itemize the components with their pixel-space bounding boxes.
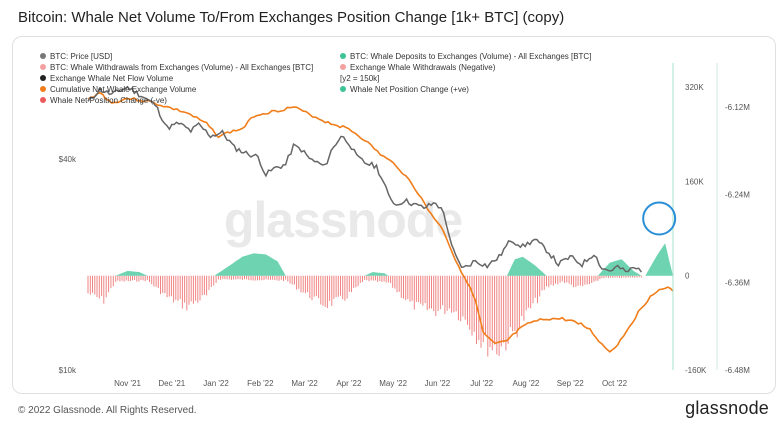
legend-right-item-3[interactable]: Whale Net Position Change (+ve) (340, 84, 591, 95)
legend-right-item-0[interactable]: BTC: Whale Deposits to Exchanges (Volume… (340, 51, 591, 62)
x-tick-label: Jul '22 (470, 379, 493, 388)
watermark: glassnode (224, 192, 462, 248)
y-right1-tick-label: 0 (685, 272, 690, 281)
legend-dot-icon (340, 63, 346, 70)
legend-left-item-2[interactable]: Exchange Whale Net Flow Volume (40, 73, 313, 84)
x-tick-label: Apr '22 (336, 379, 362, 388)
whale-net-position-change-positive-area (115, 243, 673, 276)
x-tick-label: May '22 (379, 379, 407, 388)
x-tick-label: Dec '21 (158, 379, 185, 388)
legend-dot-icon (340, 85, 346, 92)
legend-left-item-0[interactable]: BTC: Price [USD] (40, 51, 313, 62)
x-tick-label: Jun '22 (425, 379, 451, 388)
legend-label: Exchange Whale Net Flow Volume (50, 74, 174, 83)
x-tick-label: Oct '22 (602, 379, 628, 388)
y-right2-tick-label: -6.48M (725, 366, 750, 375)
chart-card: glassnode Nov '21 Dec '21 Jan '22 Feb '22 Ma… (12, 36, 776, 394)
legend-dot-icon (40, 63, 46, 70)
legend-right: BTC: Whale Deposits to Exchanges (Volume… (340, 51, 591, 95)
legend-right-item-1[interactable]: Exchange Whale Withdrawals (Negative) (340, 62, 591, 73)
legend-label: Whale Net Position Change (-ve) (50, 96, 167, 105)
y-right1-tick-label: 320K (685, 83, 704, 92)
legend-left: BTC: Price [USD] BTC: Whale Withdrawals f… (40, 51, 313, 106)
legend-dot-icon (40, 85, 46, 92)
legend-label: Cumulative Net Whale Exchange Volume (50, 85, 197, 94)
x-tick-label: Feb '22 (247, 379, 274, 388)
chart-title: Bitcoin: Whale Net Volume To/From Exchan… (18, 9, 565, 26)
legend-right-item-2[interactable]: [y2 = 150k] (340, 73, 591, 84)
legend-left-item-4[interactable]: Whale Net Position Change (-ve) (40, 95, 313, 106)
highlight-circle (642, 201, 677, 236)
legend-dot-icon (40, 74, 46, 81)
y-right2-tick-label: -6.12M (725, 103, 750, 112)
legend-label: Exchange Whale Withdrawals (Negative) (350, 63, 496, 72)
y-left-tick-label: $10k (59, 366, 77, 375)
copyright-text: © 2022 Glassnode. All Rights Reserved. (18, 405, 197, 416)
legend-label: [y2 = 150k] (340, 74, 380, 83)
legend-dot-icon (340, 52, 346, 59)
legend-label: Whale Net Position Change (+ve) (350, 85, 469, 94)
chart-canvas: glassnode Nov '21 Dec '21 Jan '22 Feb '22 Ma… (59, 63, 750, 388)
y-right2-tick-label: -6.36M (725, 278, 750, 287)
legend-label: BTC: Price [USD] (50, 52, 113, 61)
y-left-tick-label: $40k (59, 155, 77, 164)
x-tick-label: Jan '22 (203, 379, 229, 388)
cumulative-net-whale-volume-line (87, 91, 674, 353)
x-tick-label: Nov '21 (114, 379, 141, 388)
y-right1-tick-label: -160K (685, 366, 707, 375)
brand-logo: glassnode (685, 398, 769, 418)
x-tick-label: Mar '22 (291, 379, 318, 388)
x-tick-label: Aug '22 (513, 379, 540, 388)
x-tick-label: Sep '22 (557, 379, 584, 388)
legend-dot-icon (40, 96, 46, 103)
legend-label: BTC: Whale Withdrawals from Exchanges (V… (50, 63, 314, 72)
y-right2-tick-label: -6.24M (725, 191, 750, 200)
legend-left-item-1[interactable]: BTC: Whale Withdrawals from Exchanges (V… (40, 62, 313, 73)
y-right1-tick-label: 160K (685, 177, 704, 186)
legend-label: BTC: Whale Deposits to Exchanges (Volume… (350, 52, 592, 61)
legend-dot-icon (40, 52, 46, 59)
legend-left-item-3[interactable]: Cumulative Net Whale Exchange Volume (40, 84, 313, 95)
btc-price-line (87, 85, 643, 273)
